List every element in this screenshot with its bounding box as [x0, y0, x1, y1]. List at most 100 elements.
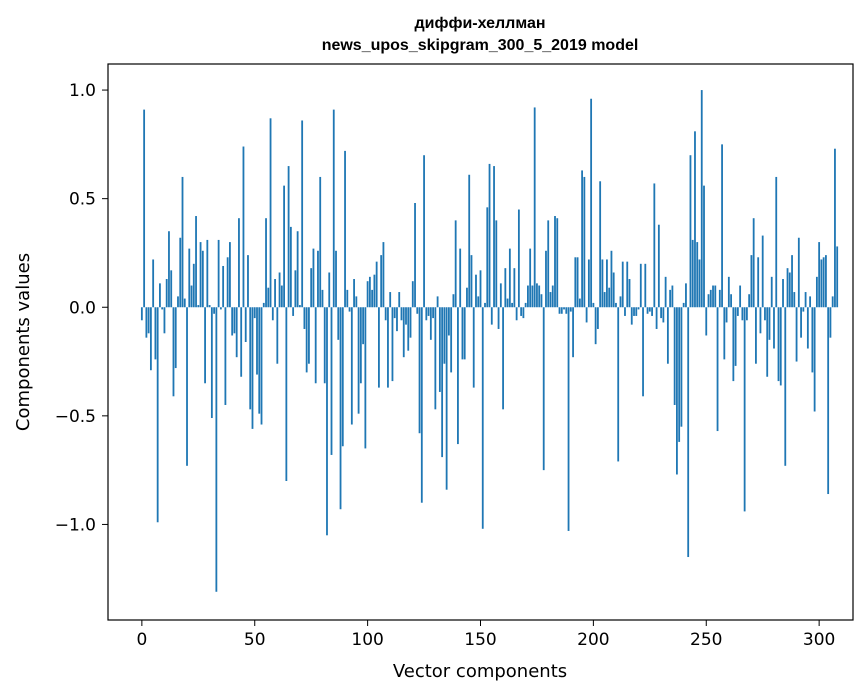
bar	[429, 307, 432, 340]
x-axis-label: Vector components	[393, 661, 567, 682]
bar	[745, 307, 748, 321]
bar	[292, 307, 295, 316]
bar	[238, 218, 240, 308]
bar	[721, 144, 723, 308]
chart-title-line-2: news_upos_skipgram_300_5_2019 model	[322, 37, 639, 54]
bar	[732, 307, 735, 382]
bar	[504, 268, 507, 308]
bar	[761, 235, 764, 308]
bar	[405, 307, 407, 325]
bar	[707, 294, 710, 308]
bar	[387, 307, 389, 388]
bar	[815, 276, 818, 308]
bar	[181, 176, 184, 308]
bar	[576, 257, 579, 308]
bar	[831, 296, 834, 308]
bar	[402, 307, 405, 358]
bar	[425, 307, 428, 321]
bar	[739, 285, 742, 308]
bar	[619, 296, 622, 308]
bar	[705, 307, 708, 336]
bar	[680, 307, 683, 427]
bar	[350, 307, 353, 425]
bar	[637, 307, 640, 310]
bar	[727, 276, 730, 308]
bar	[326, 307, 328, 536]
bar	[289, 226, 292, 308]
bar	[231, 307, 234, 336]
bar	[567, 307, 570, 531]
bar	[644, 263, 647, 308]
x-tick-label: 250	[690, 630, 722, 650]
bar	[262, 302, 265, 308]
bar	[777, 307, 780, 382]
bar	[156, 307, 159, 523]
bar	[775, 176, 778, 308]
bar	[170, 270, 173, 308]
bar	[599, 181, 602, 308]
bar	[368, 276, 371, 308]
x-axis-ticks: 0 50 100 150 200 250 300	[136, 620, 835, 650]
bar	[802, 307, 805, 312]
bar	[303, 307, 306, 329]
bar	[759, 307, 762, 334]
bar	[734, 307, 737, 366]
x-tick-label: 50	[244, 630, 266, 650]
bar	[382, 242, 385, 308]
bar	[709, 289, 712, 308]
bar	[305, 307, 308, 373]
y-tick-label: 1.0	[69, 81, 96, 101]
bar	[140, 307, 143, 321]
bar	[210, 307, 213, 419]
bar	[678, 307, 681, 442]
bar	[168, 231, 170, 308]
bar	[197, 305, 200, 308]
bar	[520, 307, 523, 316]
bar	[547, 220, 550, 308]
bar	[183, 298, 186, 308]
bar	[308, 307, 310, 364]
bar	[213, 307, 216, 314]
bar	[244, 307, 247, 342]
bar	[459, 248, 462, 308]
bar	[829, 307, 832, 338]
bar	[565, 307, 568, 314]
bar	[359, 307, 362, 384]
bar	[366, 281, 369, 308]
bar	[393, 307, 396, 319]
bar	[341, 307, 344, 447]
bar	[280, 285, 283, 308]
bar	[779, 307, 782, 386]
bar	[378, 307, 380, 388]
bar	[673, 307, 676, 405]
bar	[468, 174, 471, 308]
bar	[723, 307, 726, 360]
bar	[249, 307, 252, 410]
bar	[506, 298, 509, 308]
bar	[524, 302, 527, 308]
bar	[621, 261, 624, 308]
bar	[172, 307, 175, 397]
bar	[633, 307, 635, 316]
bar	[441, 307, 444, 458]
bar	[328, 272, 331, 308]
bar	[222, 265, 225, 308]
bar	[206, 239, 209, 308]
y-axis-label: Components values	[13, 253, 34, 431]
bar	[628, 279, 631, 308]
bar	[389, 292, 392, 308]
bar	[269, 118, 272, 308]
bar	[497, 307, 500, 329]
bar	[725, 307, 728, 323]
bar	[179, 237, 182, 308]
bar	[199, 242, 202, 308]
bar	[416, 307, 419, 314]
bar	[174, 307, 177, 369]
bar	[317, 250, 319, 308]
bar	[484, 302, 486, 308]
bar	[791, 255, 793, 308]
bar	[583, 176, 586, 308]
bar	[267, 287, 270, 308]
